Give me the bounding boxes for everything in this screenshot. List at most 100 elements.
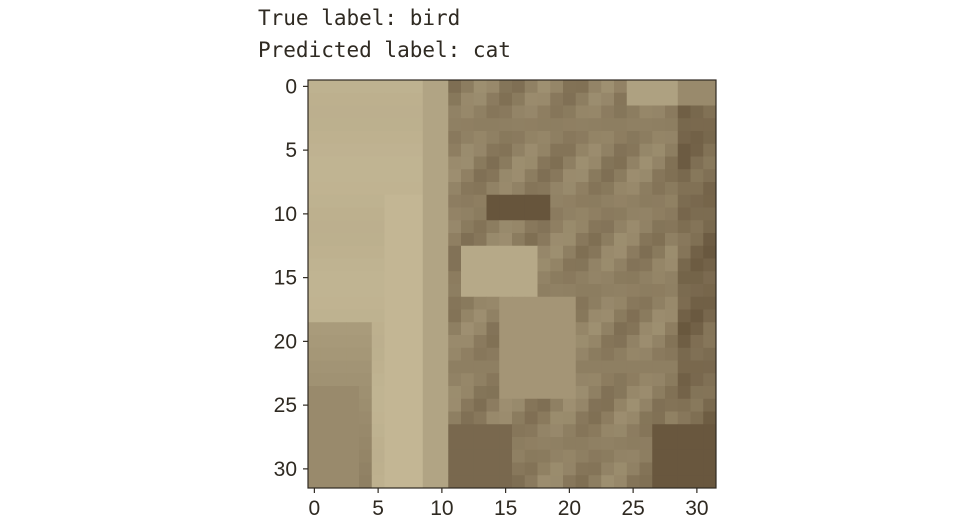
- pixel-cell: [665, 233, 679, 247]
- pixel-cell: [614, 398, 628, 412]
- pixel-cell: [703, 92, 717, 106]
- pixel-cell: [563, 284, 577, 298]
- pixel-cell: [384, 386, 398, 400]
- pixel-cell: [575, 373, 589, 387]
- pixel-cell: [652, 309, 666, 323]
- pixel-cell: [652, 360, 666, 374]
- pixel-cell: [333, 424, 347, 438]
- pixel-cell: [563, 475, 577, 489]
- pixel-cell: [550, 233, 564, 247]
- pixel-cell: [703, 233, 717, 247]
- pixel-cell: [384, 207, 398, 221]
- pixel-cell: [486, 284, 500, 298]
- pixel-cell: [703, 322, 717, 336]
- pixel-cell: [435, 156, 449, 170]
- pixel-cell: [575, 194, 589, 208]
- pixel-cell: [359, 131, 373, 145]
- pixel-cell: [346, 233, 360, 247]
- pixel-cell: [601, 207, 615, 221]
- pixel-cell: [422, 118, 436, 132]
- pixel-cell: [652, 156, 666, 170]
- pixel-cell: [639, 118, 653, 132]
- pixel-cell: [588, 92, 602, 106]
- pixel-cell: [601, 386, 615, 400]
- pixel-cell: [346, 156, 360, 170]
- pixel-cell: [371, 207, 385, 221]
- pixel-cell: [435, 143, 449, 157]
- pixel-cell: [563, 194, 577, 208]
- pixel-cell: [677, 156, 691, 170]
- pixel-cell: [677, 360, 691, 374]
- pixel-cell: [512, 258, 526, 272]
- pixel-cell: [397, 182, 411, 196]
- pixel-cell: [677, 80, 691, 94]
- pixel-cell: [677, 284, 691, 298]
- pixel-cell: [422, 105, 436, 119]
- pixel-cell: [499, 118, 513, 132]
- pixel-cell: [346, 296, 360, 310]
- pixel-cell: [550, 373, 564, 387]
- pixel-cell: [690, 462, 704, 476]
- pixel-cell: [371, 156, 385, 170]
- pixel-cell: [677, 296, 691, 310]
- pixel-cell: [320, 80, 334, 94]
- pixel-cell: [537, 398, 551, 412]
- pixel-cell: [677, 335, 691, 349]
- pixel-cell: [703, 360, 717, 374]
- pixel-cell: [524, 322, 538, 336]
- pixel-cell: [346, 373, 360, 387]
- pixel-cell: [652, 322, 666, 336]
- pixel-cell: [422, 424, 436, 438]
- pixel-cell: [550, 475, 564, 489]
- pixel-cell: [384, 258, 398, 272]
- pixel-cell: [550, 437, 564, 451]
- pixel-cell: [652, 373, 666, 387]
- pixel-cell: [435, 437, 449, 451]
- pixel-cell: [524, 373, 538, 387]
- pixel-cell: [677, 258, 691, 272]
- pixel-cell: [677, 386, 691, 400]
- pixel-cell: [626, 284, 640, 298]
- pixel-cell: [690, 156, 704, 170]
- pixel-cell: [448, 105, 462, 119]
- pixel-cell: [397, 131, 411, 145]
- pixel-cell: [486, 143, 500, 157]
- pixel-cell: [575, 322, 589, 336]
- pixel-cell: [665, 131, 679, 145]
- pixel-cell: [359, 118, 373, 132]
- pixel-cell: [550, 194, 564, 208]
- pixel-cell: [703, 335, 717, 349]
- pixel-cell: [537, 207, 551, 221]
- pixel-cell: [563, 233, 577, 247]
- pixel-cell: [333, 309, 347, 323]
- pixel-cell: [371, 296, 385, 310]
- pixel-cell: [677, 347, 691, 361]
- pixel-cell: [588, 386, 602, 400]
- pixel-cell: [359, 373, 373, 387]
- pixel-cell: [512, 245, 526, 259]
- pixel-cell: [601, 258, 615, 272]
- pixel-cell: [588, 143, 602, 157]
- pixel-cell: [665, 143, 679, 157]
- pixel-cell: [410, 386, 424, 400]
- pixel-cell: [333, 449, 347, 463]
- pixel-cell: [422, 335, 436, 349]
- pixel-cell: [410, 347, 424, 361]
- pixel-cell: [652, 105, 666, 119]
- pixel-cell: [563, 437, 577, 451]
- pixel-cell: [626, 335, 640, 349]
- pixel-cell: [588, 475, 602, 489]
- pixel-cell: [410, 398, 424, 412]
- pixel-cell: [384, 462, 398, 476]
- pixel-cell: [588, 207, 602, 221]
- pixel-cell: [384, 105, 398, 119]
- pixel-cell: [563, 118, 577, 132]
- pixel-cell: [677, 233, 691, 247]
- pixel-cell: [601, 131, 615, 145]
- pixel-cell: [652, 233, 666, 247]
- pixel-cell: [575, 207, 589, 221]
- pixel-cell: [537, 411, 551, 425]
- pixel-cell: [308, 386, 322, 400]
- pixel-cell: [550, 398, 564, 412]
- pixel-cell: [320, 131, 334, 145]
